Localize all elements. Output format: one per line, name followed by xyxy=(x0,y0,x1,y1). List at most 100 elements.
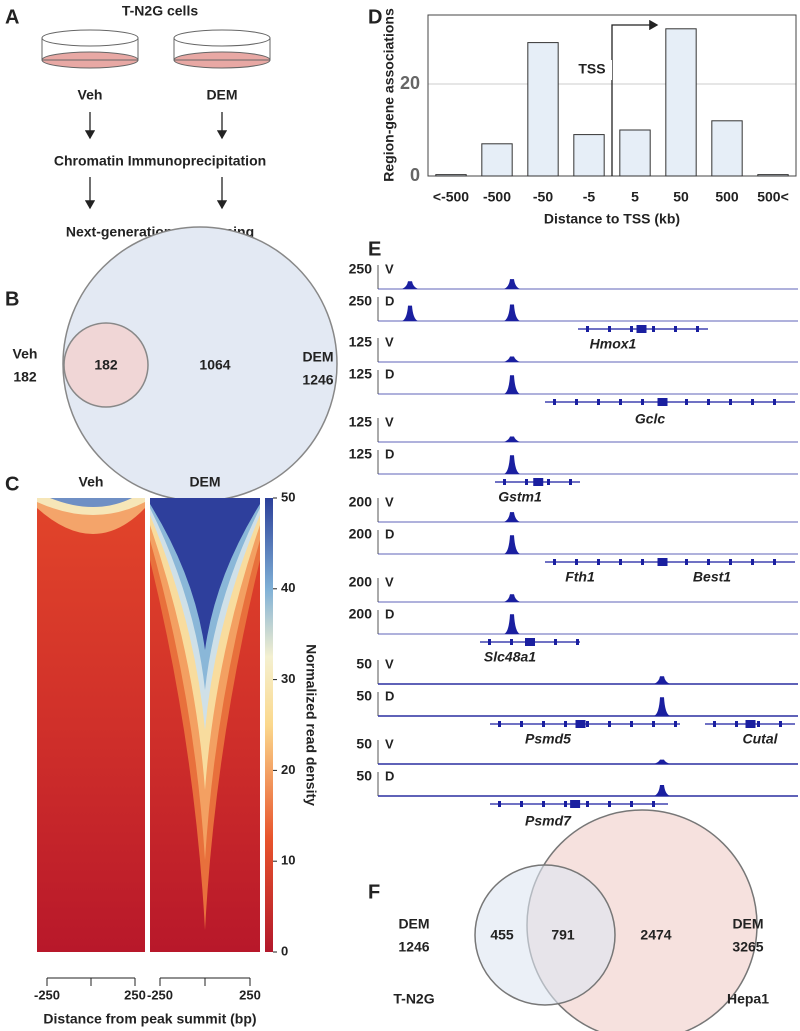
track-scale: 125 xyxy=(349,334,373,350)
heatmap xyxy=(37,498,145,952)
gene-exon xyxy=(729,399,732,405)
heatmap-signal xyxy=(50,498,132,507)
gene-exon xyxy=(619,559,622,565)
gene-exon xyxy=(745,720,756,728)
gene-exon xyxy=(735,721,738,727)
bar xyxy=(665,28,697,177)
heatmap-column-label: Veh xyxy=(79,474,104,490)
gene-name: Psmd5 xyxy=(525,731,571,747)
gene-exon xyxy=(619,399,622,405)
gene-exon xyxy=(510,639,513,645)
track-peak xyxy=(504,304,520,321)
venn-set-label: DEM xyxy=(732,916,763,932)
gene-name: Gstm1 xyxy=(498,489,542,505)
heatmap-signal xyxy=(150,498,260,650)
gene-exon xyxy=(569,479,572,485)
venn-count: 182 xyxy=(94,357,118,373)
gene-exon xyxy=(713,721,716,727)
gene-exon xyxy=(547,479,550,485)
track-scale: 125 xyxy=(349,446,373,462)
x-tick-label: -50 xyxy=(533,189,553,205)
x-tick-label: 50 xyxy=(673,189,689,205)
gene-exon xyxy=(773,399,776,405)
venn-cell: Hepa1 xyxy=(727,991,769,1007)
gene-exon xyxy=(564,801,567,807)
bar xyxy=(757,174,789,177)
track-label: D xyxy=(385,768,394,783)
workflow-step: Chromatin Immunoprecipitation xyxy=(54,153,266,169)
venn-set-total: 3265 xyxy=(732,939,763,955)
x-tick-label: 500 xyxy=(715,189,739,205)
panel-label: A xyxy=(5,6,19,28)
track-scale: 125 xyxy=(349,366,373,382)
annotation: TSS xyxy=(578,61,605,77)
track-scale: 250 xyxy=(349,293,373,309)
colorbar-tick-label: 10 xyxy=(281,853,295,868)
track-label: D xyxy=(385,606,394,621)
bar xyxy=(481,143,513,177)
gene-exon xyxy=(575,720,586,728)
gene-name: Hmox1 xyxy=(590,336,637,352)
gene-exon xyxy=(586,721,589,727)
track-peak xyxy=(504,356,520,362)
track-scale: 50 xyxy=(356,656,372,672)
gene-exon xyxy=(553,559,556,565)
gene-exon xyxy=(597,399,600,405)
panel-label: E xyxy=(368,238,381,260)
gene-exon xyxy=(773,559,776,565)
x-tick-label: 250 xyxy=(124,987,146,1002)
x-tick-label: <-500 xyxy=(433,189,469,205)
annotation-bg xyxy=(572,60,612,80)
gene-exon xyxy=(674,721,677,727)
gene-exon xyxy=(525,479,528,485)
gene-exon xyxy=(570,800,581,808)
bar xyxy=(435,174,467,177)
bar xyxy=(573,134,605,177)
colorbar xyxy=(265,498,273,952)
track-label: D xyxy=(385,688,394,703)
track-scale: 250 xyxy=(349,261,373,277)
bar xyxy=(711,120,743,177)
x-tick-label: -250 xyxy=(34,987,60,1002)
x-tick-label: -500 xyxy=(483,189,511,205)
track-peak xyxy=(654,759,670,764)
gene-exon xyxy=(575,399,578,405)
track-label: D xyxy=(385,293,394,308)
gene-exon xyxy=(520,801,523,807)
gene-exon xyxy=(652,721,655,727)
gene-exon xyxy=(553,399,556,405)
gene-exon xyxy=(533,478,544,486)
track-peak xyxy=(504,535,520,554)
track-label: V xyxy=(385,736,394,751)
gene-exon xyxy=(576,639,579,645)
track-label: V xyxy=(385,656,394,671)
gene-exon xyxy=(729,559,732,565)
y-tick-label: 0 xyxy=(410,165,420,185)
gene-exon xyxy=(652,801,655,807)
gene-name: Best1 xyxy=(693,569,731,585)
venn-set-label: DEM xyxy=(302,349,333,365)
track-label: D xyxy=(385,446,394,461)
gene-name: Psmd7 xyxy=(525,813,572,829)
condition-label: Veh xyxy=(78,87,103,103)
gene-exon xyxy=(542,721,545,727)
gene-exon xyxy=(630,326,633,332)
x-axis-label: Distance to TSS (kb) xyxy=(544,211,680,227)
gene-exon xyxy=(636,325,647,333)
venn-count: 2474 xyxy=(640,927,671,943)
track-peak xyxy=(654,785,670,796)
panel-label: C xyxy=(5,473,19,495)
track-peak xyxy=(654,697,670,716)
gene-exon xyxy=(597,559,600,565)
track-peak xyxy=(504,455,520,474)
dishes xyxy=(41,29,271,69)
gene-exon xyxy=(674,326,677,332)
gene-exon xyxy=(707,399,710,405)
panel-label: F xyxy=(368,881,380,903)
gene-exon xyxy=(657,398,668,406)
track-scale: 200 xyxy=(349,526,373,542)
tss-arrow xyxy=(611,19,659,176)
track-label: V xyxy=(385,574,394,589)
venn-set-total: 1246 xyxy=(302,372,333,388)
